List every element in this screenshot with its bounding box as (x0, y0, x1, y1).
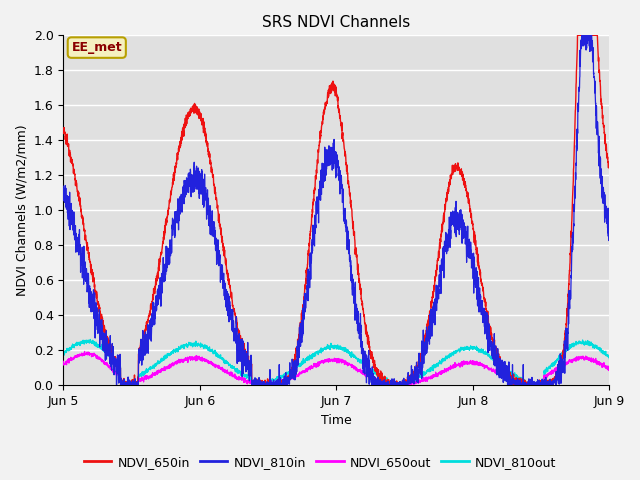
NDVI_650in (154, 276, 162, 281)
NDVI_650out (595, 361, 603, 367)
NDVI_650in (595, 70, 603, 75)
NDVI_650in (536, 382, 544, 388)
NDVI_650out (536, 383, 544, 388)
X-axis label: Time: Time (321, 414, 352, 427)
NDVI_650out (122, 383, 130, 388)
NDVI_810out (60, 349, 67, 355)
NDVI_810out (154, 359, 162, 365)
NDVI_650out (269, 380, 277, 386)
NDVI_810in (595, 133, 603, 139)
NDVI_810in (113, 383, 120, 388)
Text: EE_met: EE_met (72, 41, 122, 54)
NDVI_810out (269, 377, 277, 383)
Line: NDVI_810in: NDVI_810in (63, 36, 609, 385)
NDVI_810in (292, 361, 300, 367)
Line: NDVI_650out: NDVI_650out (63, 351, 609, 385)
NDVI_650out (605, 368, 613, 373)
NDVI_810in (122, 383, 129, 388)
NDVI_810out (595, 345, 603, 351)
NDVI_810out (118, 383, 125, 388)
NDVI_650in (122, 378, 129, 384)
NDVI_650in (573, 33, 581, 38)
NDVI_810in (60, 183, 67, 189)
NDVI_650out (117, 383, 125, 388)
NDVI_810in (605, 232, 613, 238)
NDVI_650out (60, 359, 67, 364)
NDVI_650in (292, 349, 300, 355)
Title: SRS NDVI Channels: SRS NDVI Channels (262, 15, 410, 30)
Line: NDVI_810out: NDVI_810out (63, 339, 609, 385)
NDVI_650in (60, 129, 67, 134)
Legend: NDVI_650in, NDVI_810in, NDVI_650out, NDVI_810out: NDVI_650in, NDVI_810in, NDVI_650out, NDV… (79, 451, 561, 474)
NDVI_650in (605, 162, 613, 168)
NDVI_810in (536, 383, 544, 388)
NDVI_810in (154, 293, 162, 299)
NDVI_650out (154, 369, 162, 375)
Line: NDVI_650in: NDVI_650in (63, 36, 609, 385)
NDVI_810in (578, 33, 586, 38)
NDVI_810out (536, 382, 544, 387)
NDVI_810out (293, 365, 301, 371)
NDVI_650in (116, 383, 124, 388)
NDVI_650out (293, 373, 301, 379)
NDVI_810out (605, 356, 613, 362)
NDVI_810out (122, 382, 130, 388)
NDVI_650out (81, 348, 88, 354)
NDVI_810out (86, 336, 94, 342)
Y-axis label: NDVI Channels (W/m2/mm): NDVI Channels (W/m2/mm) (15, 124, 28, 296)
NDVI_810in (269, 383, 276, 388)
NDVI_650in (269, 381, 276, 386)
